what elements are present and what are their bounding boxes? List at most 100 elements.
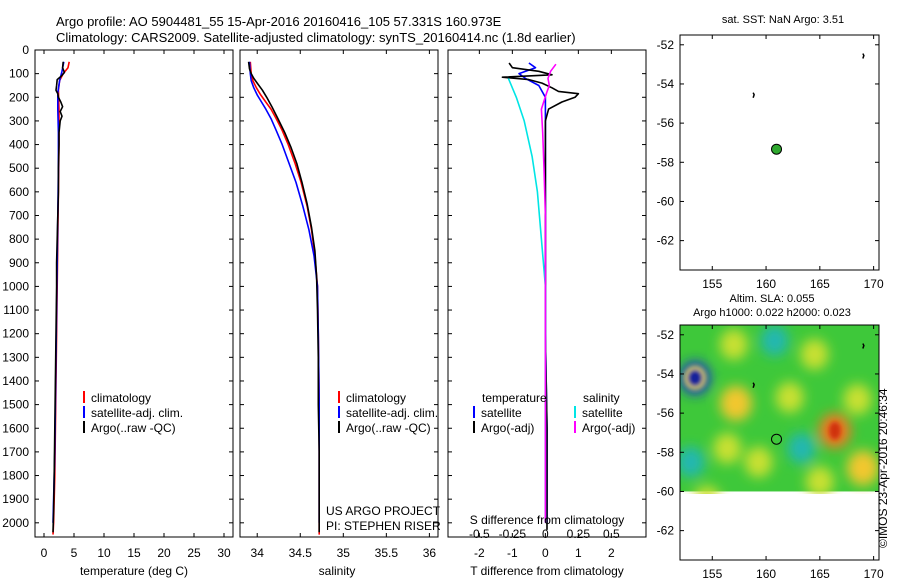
- sla-field: [680, 325, 879, 494]
- sla-blobs: [680, 325, 879, 494]
- sla-core: [687, 368, 704, 387]
- lat-tick-label: -62: [657, 524, 675, 538]
- series-group: [247, 61, 321, 535]
- x-tick-label: 35.5: [375, 546, 399, 560]
- lat-tick-label: -54: [657, 367, 675, 381]
- plot-frame: [239, 49, 439, 538]
- profile-title: Argo profile: AO 5904481_55 15-Apr-2016 …: [56, 14, 502, 29]
- sla-blob: [800, 338, 829, 370]
- sla-blob: [713, 432, 742, 464]
- map-frame: [679, 34, 880, 271]
- legend-label: Argo(..raw -QC): [91, 421, 176, 435]
- sla-blob: [719, 385, 752, 421]
- map-frame: [679, 324, 880, 561]
- lat-tick-label: -58: [657, 445, 675, 459]
- legend-title-temperature: temperature: [482, 391, 547, 405]
- sla-map-subtitle: Argo h1000: 0.022 h2000: 0.023: [693, 307, 851, 319]
- sla-map-title: Altim. SLA: 0.055: [730, 293, 815, 305]
- lat-tick-label: -60: [657, 484, 675, 498]
- depth-tick-label: 1600: [2, 421, 29, 435]
- sla-blob: [846, 450, 879, 486]
- project-annotation: US ARGO PROJECT: [326, 504, 441, 518]
- depth-tick-label: 900: [9, 256, 29, 270]
- pi-annotation: PI: STEPHEN RISER: [326, 519, 441, 533]
- sla-blob: [787, 432, 816, 464]
- island-marker: [862, 53, 865, 59]
- x-tick-label: 0: [41, 546, 48, 560]
- depth-tick-label: 700: [9, 208, 29, 222]
- depth-tick-label: 1300: [2, 350, 29, 364]
- sla-blob: [805, 466, 834, 494]
- s-diff-tick-label: 0.25: [567, 527, 591, 541]
- sst-map-title: sat. SST: NaN Argo: 3.51: [722, 14, 844, 26]
- plot-frame: [447, 49, 647, 538]
- depth-tick-label: 200: [9, 90, 29, 104]
- salinity-axis-label: salinity: [319, 564, 356, 578]
- depth-tick-label: 1400: [2, 374, 29, 388]
- depth-tick-label: 0: [22, 43, 29, 57]
- x-tick-label: 25: [187, 546, 201, 560]
- depth-tick-label: 500: [9, 161, 29, 175]
- x-tick-label: 34.5: [289, 546, 313, 560]
- series-line-temperature-argo-adj-: [501, 62, 580, 530]
- temperature-axis-label: temperature (deg C): [80, 564, 188, 578]
- t-difference-axis-label: T difference from climatology: [470, 564, 624, 578]
- sla-core: [828, 421, 841, 440]
- depth-tick-label: 2000: [2, 516, 29, 530]
- plot-frame: [34, 49, 234, 538]
- s-difference-axis-label: S difference from climatology: [470, 513, 625, 527]
- salinity-legend: climatology satellite-adj. clim. Argo(..…: [326, 391, 441, 533]
- float-position-marker: [771, 143, 783, 155]
- sla-map-panel: 155 160 165 170 -52 -54 -56 -58 -60 -62: [657, 324, 884, 580]
- lon-tick-label: 160: [756, 277, 776, 291]
- sla-blob: [744, 446, 773, 478]
- depth-tick-label: 1100: [3, 303, 29, 317]
- lat-tick-label: -56: [657, 406, 675, 420]
- sla-blob: [843, 384, 872, 415]
- imos-credit: ©IMOS 23-Apr-2016 20:46:34: [876, 388, 890, 548]
- float-position-marker: [771, 433, 783, 445]
- x-tick-label: 1: [575, 546, 582, 560]
- depth-tick-label: 800: [9, 232, 29, 246]
- lat-tick-label: -54: [657, 77, 675, 91]
- x-tick-label: 20: [157, 546, 171, 560]
- series-group: [501, 62, 580, 530]
- series-group: [52, 61, 70, 535]
- lat-tick-label: -52: [657, 38, 675, 52]
- legend-label: Argo(..raw -QC): [346, 421, 431, 435]
- depth-tick-label: 300: [9, 114, 29, 128]
- difference-legend: temperature salinity satellite Argo(-adj…: [473, 391, 635, 435]
- difference-panel: -2 -1 0 1 2 -0.5 -0.25 0 0.25 0.5: [447, 49, 647, 560]
- lat-tick-label: -62: [657, 234, 675, 248]
- lat-tick-label: -60: [657, 194, 675, 208]
- sla-blob: [680, 446, 705, 478]
- legend-label: satellite-adj. clim.: [346, 406, 438, 420]
- legend-label: satellite: [481, 406, 522, 420]
- x-tick-label: 36: [423, 546, 437, 560]
- legend-label: satellite: [582, 406, 623, 420]
- lat-tick-label: -58: [657, 155, 675, 169]
- temperature-panel: 0100200300400500600700800900100011001200…: [2, 43, 234, 560]
- depth-tick-label: 1000: [2, 279, 29, 293]
- s-diff-tick-label: 0: [542, 527, 549, 541]
- x-tick-label: 10: [97, 546, 111, 560]
- x-tick-label: 34: [251, 546, 265, 560]
- depth-tick-label: 1200: [2, 327, 29, 341]
- sla-cores: [684, 365, 841, 440]
- sst-map-panel: 155 160 165 170 -52 -54 -56 -58 -60 -62: [657, 34, 884, 291]
- legend-label: satellite-adj. clim.: [91, 406, 183, 420]
- lat-tick-label: -52: [657, 328, 675, 342]
- island-marker: [752, 92, 755, 98]
- legend-label: Argo(-adj): [582, 421, 635, 435]
- depth-tick-label: 600: [9, 185, 29, 199]
- s-diff-tick-label: 0.5: [603, 527, 620, 541]
- x-tick-label: 0: [542, 546, 549, 560]
- series-line-salinity-argo-adj-: [540, 63, 557, 523]
- lat-tick-label: -56: [657, 116, 675, 130]
- sla-blob: [694, 485, 720, 494]
- series-line-climatology: [52, 61, 70, 535]
- depth-tick-label: 1800: [2, 469, 29, 483]
- series-line-salinity-satellite: [507, 78, 547, 523]
- sla-blob: [719, 329, 748, 360]
